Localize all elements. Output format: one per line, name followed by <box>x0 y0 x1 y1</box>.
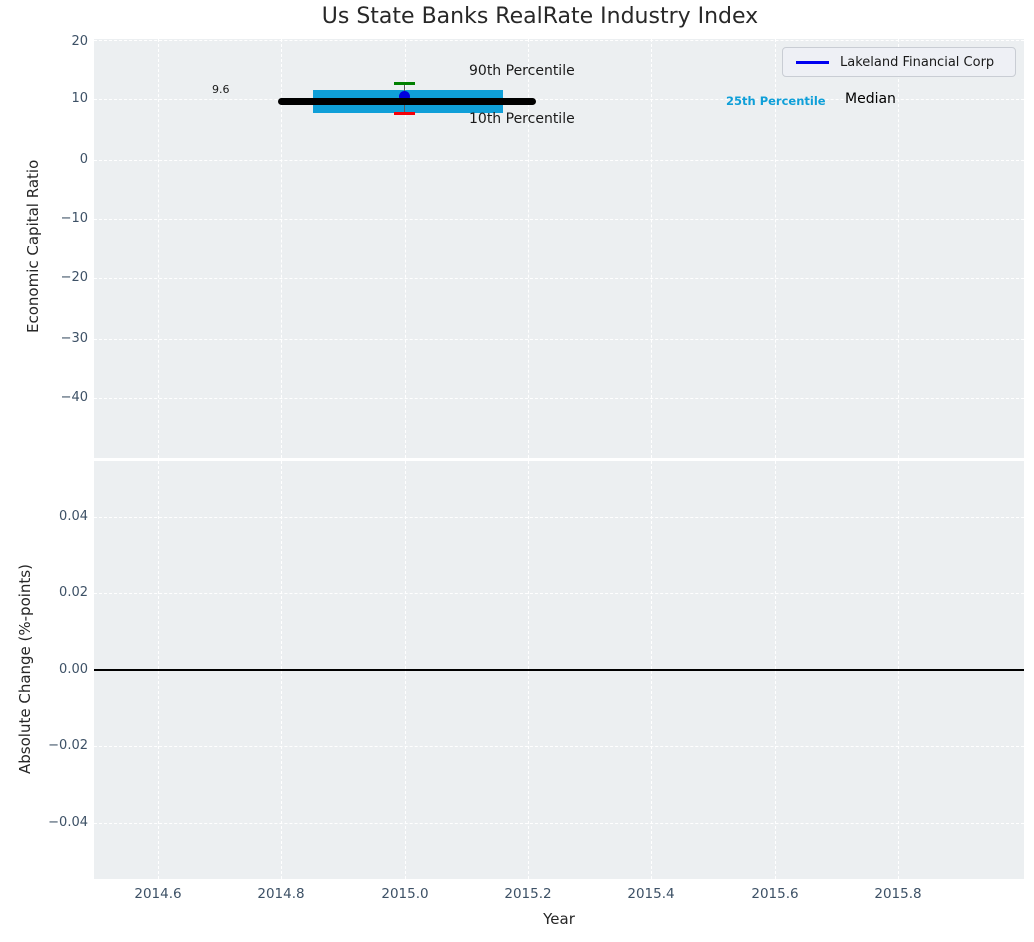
zero-reference-line <box>94 669 1024 671</box>
x-tick-label: 2015.6 <box>751 886 799 902</box>
median-annotation: Median <box>845 91 896 107</box>
gridline-vertical <box>281 39 282 458</box>
gridline-vertical <box>158 39 159 458</box>
y-tick-label: 20 <box>71 34 88 49</box>
gridline-horizontal <box>94 219 1024 220</box>
y-tick-label: 0.02 <box>59 585 88 600</box>
y-tick-label: −40 <box>60 390 88 405</box>
x-tick-label: 2015.8 <box>874 886 922 902</box>
y-tick-label: −30 <box>60 331 88 346</box>
percentile-90-annotation: 90th Percentile <box>469 63 575 79</box>
x-axis-label: Year <box>543 910 575 928</box>
x-tick-label: 2014.8 <box>257 886 305 902</box>
gridline-horizontal <box>94 746 1024 747</box>
y-tick-label: 0.00 <box>59 662 88 677</box>
percentile-10-cap <box>394 112 415 115</box>
gridline-vertical <box>898 39 899 458</box>
x-tick-label: 2015.0 <box>381 886 429 902</box>
top-plot-area: 9.6 90th Percentile 10th Percentile 25th… <box>94 39 1024 458</box>
gridline-horizontal <box>94 593 1024 594</box>
company-data-point <box>399 91 410 102</box>
gridline-horizontal <box>94 278 1024 279</box>
gridline-vertical <box>775 39 776 458</box>
percentile-10-annotation: 10th Percentile <box>469 111 575 127</box>
bottom-y-axis-label: Absolute Change (%-points) <box>16 564 34 774</box>
y-tick-label: 0.04 <box>59 509 88 524</box>
chart-title: Us State Banks RealRate Industry Index <box>321 4 759 29</box>
gridline-horizontal <box>94 99 1024 100</box>
x-tick-label: 2015.4 <box>627 886 675 902</box>
gridline-horizontal <box>94 339 1024 340</box>
gridline-vertical <box>405 39 406 458</box>
top-y-axis-label: Economic Capital Ratio <box>24 159 42 333</box>
gridline-horizontal <box>94 517 1024 518</box>
gridline-horizontal <box>94 670 1024 671</box>
y-tick-label: −0.02 <box>48 738 88 753</box>
gridline-vertical <box>651 39 652 458</box>
percentile-90-cap <box>394 82 415 85</box>
y-tick-label: 0 <box>79 152 88 167</box>
legend: Lakeland Financial Corp <box>782 47 1016 77</box>
y-tick-label: −20 <box>60 270 88 285</box>
x-tick-label: 2015.2 <box>504 886 552 902</box>
median-line <box>278 98 536 105</box>
y-tick-label: −10 <box>60 211 88 226</box>
x-tick-label: 2014.6 <box>134 886 182 902</box>
median-value-annotation: 9.6 <box>212 83 230 96</box>
y-tick-label: −0.04 <box>48 815 88 830</box>
y-tick-label: 10 <box>71 91 88 106</box>
percentile-25-annotation: 25th Percentile <box>726 94 826 108</box>
legend-line-sample <box>796 60 829 64</box>
gridline-horizontal <box>94 40 1024 41</box>
gridline-horizontal <box>94 823 1024 824</box>
gridline-vertical <box>528 39 529 458</box>
legend-label: Lakeland Financial Corp <box>840 54 995 70</box>
gridline-horizontal <box>94 160 1024 161</box>
gridline-horizontal <box>94 398 1024 399</box>
bottom-plot-area <box>94 461 1024 879</box>
